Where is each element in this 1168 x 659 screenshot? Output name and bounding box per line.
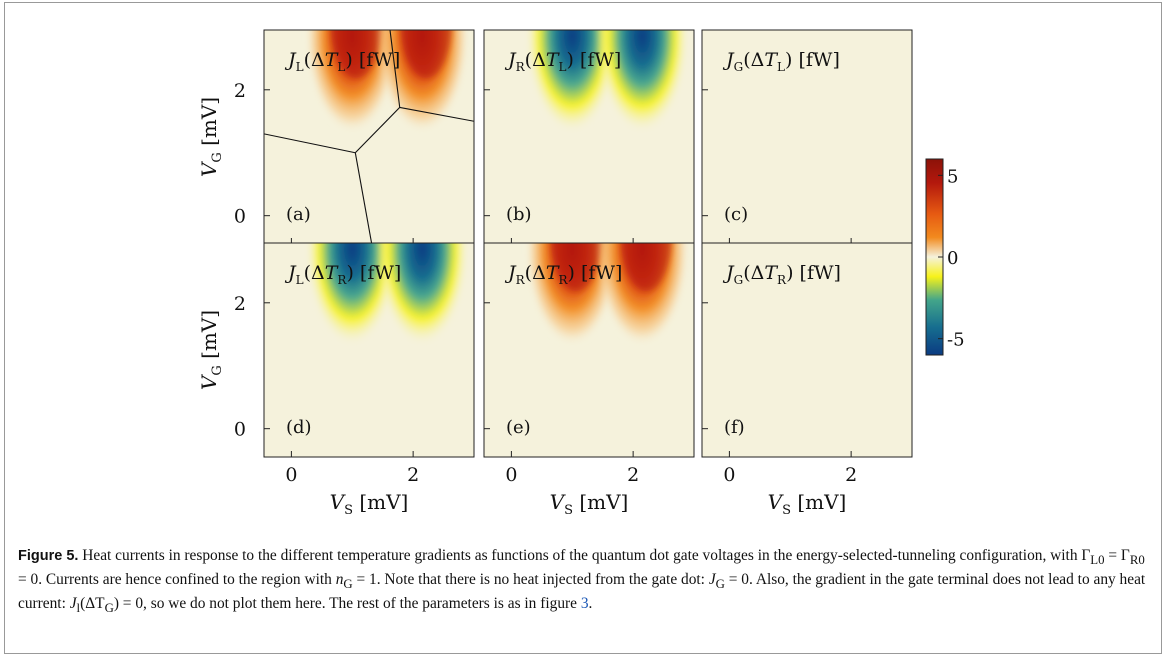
panel-tag: (b) — [506, 204, 532, 225]
panel-e: JR(ΔTR) [fW] (e) — [483, 242, 695, 458]
lobe-core — [400, 30, 452, 79]
x-tick-label: 0 — [285, 464, 297, 486]
x-axis-label: VS [mV] — [330, 490, 409, 518]
caption-t-sub: G — [104, 601, 114, 616]
panel-tag: (a) — [286, 204, 311, 225]
x-axis-label: VS [mV] — [768, 490, 847, 518]
negative-lobe — [596, 30, 689, 133]
caption-text-1: Heat currents in response to the differe… — [78, 547, 1091, 564]
caption-figure-ref[interactable]: 3 — [580, 595, 589, 613]
x-tick-label: 0 — [505, 464, 517, 486]
figure-5-plot: JL(ΔTL) [fW] (a) JR(ΔTL) [fW] (b) JG(ΔTL) [f… — [197, 29, 965, 518]
panel-a: JL(ΔTL) [fW] (a) — [263, 29, 475, 245]
panel-title: JR(ΔTR) [fW] — [504, 262, 622, 287]
caption-text-6: (ΔT — [80, 595, 105, 613]
panel-b: JR(ΔTL) [fW] (b) — [483, 29, 695, 245]
y-tick-label: 0 — [234, 206, 246, 228]
x-tick-label: 2 — [845, 464, 857, 486]
panel-title: JL(ΔTL) [fW] — [284, 49, 400, 74]
panel-border — [483, 242, 695, 458]
lobe-core — [550, 243, 602, 292]
lobe-core — [620, 243, 672, 292]
y-tick-label: 2 — [234, 80, 246, 102]
charge-boundary-line — [399, 106, 474, 122]
negative-lobe — [306, 243, 399, 346]
caption-sub-1: L0 — [1090, 553, 1105, 568]
panel-c: JG(ΔTL) [fW] (c) — [701, 29, 913, 245]
panel-tag: (d) — [286, 417, 312, 438]
lobe-core — [330, 30, 382, 79]
caption-text-3: = 0. Currents are hence confined to the … — [18, 571, 336, 589]
caption-jl-sub: l — [76, 601, 81, 616]
charge-boundary-line — [264, 133, 356, 154]
caption-j-sub: G — [715, 577, 725, 592]
panel-tag: (e) — [506, 417, 531, 438]
charge-boundary-line — [354, 152, 373, 244]
figure-caption: Figure 5. Heat currents in response to t… — [18, 546, 1148, 618]
y-axis-label: VG [mV] — [197, 97, 225, 177]
negative-lobe — [526, 30, 619, 133]
x-tick-label: 2 — [627, 464, 639, 486]
caption-j-sym: J — [708, 571, 716, 589]
y-tick-label: 2 — [234, 293, 246, 315]
axes-layer: 0 2 VG [mV] 0 2 VG [mV] 0 2 VS [mV] 0 2 VS [mV] 0 2 VS… — [197, 80, 857, 518]
panel-border — [263, 242, 475, 458]
colorbar: 5 0 -5 — [925, 158, 965, 356]
panel-background — [702, 243, 912, 457]
panel-background — [702, 30, 912, 244]
caption-text-5: = 0. Also, the gradient in the gate term… — [18, 571, 1146, 613]
caption-n-sym: n — [335, 571, 344, 589]
negative-lobe — [376, 243, 469, 346]
figure-frame — [4, 2, 1162, 654]
caption-n-sub: G — [343, 577, 353, 592]
caption-jl-sym: J — [69, 595, 77, 613]
panel-title: JR(ΔTL) [fW] — [504, 49, 621, 74]
panel-title: JG(ΔTL) [fW] — [722, 49, 840, 74]
caption-sub-2: R0 — [1129, 553, 1145, 568]
caption-text-8: . — [588, 595, 593, 613]
y-axis-label: VG [mV] — [197, 310, 225, 390]
panel-tag: (f) — [724, 417, 745, 438]
panel-d: JL(ΔTR) [fW] (d) — [263, 242, 475, 458]
caption-text-2: = Γ — [1104, 547, 1130, 564]
colorbar-tick-label: -5 — [947, 330, 965, 351]
caption-label: Figure 5. — [18, 548, 79, 564]
caption-text-4: = 1. Note that there is no heat injected… — [352, 571, 709, 589]
colorbar-tick-label: 5 — [947, 166, 958, 187]
panel-title: JL(ΔTR) [fW] — [284, 262, 401, 287]
x-axis-label: VS [mV] — [550, 490, 629, 518]
charge-boundary-line — [389, 30, 401, 108]
y-tick-label: 0 — [234, 419, 246, 441]
charge-boundary-line — [354, 107, 401, 154]
panel-title: JG(ΔTR) [fW] — [722, 262, 841, 287]
x-tick-label: 0 — [723, 464, 735, 486]
x-tick-label: 2 — [407, 464, 419, 486]
panel-tag: (c) — [724, 204, 748, 225]
colorbar-tick-label: 0 — [947, 248, 958, 269]
panel-border — [701, 242, 913, 458]
panel-f: JG(ΔTR) [fW] (f) — [701, 242, 913, 458]
caption-text-7: ) = 0, so we do not plot them here. The … — [113, 595, 581, 613]
panels-layer: JL(ΔTL) [fW] (a) JR(ΔTL) [fW] (b) JG(ΔTL) [f… — [263, 29, 913, 458]
